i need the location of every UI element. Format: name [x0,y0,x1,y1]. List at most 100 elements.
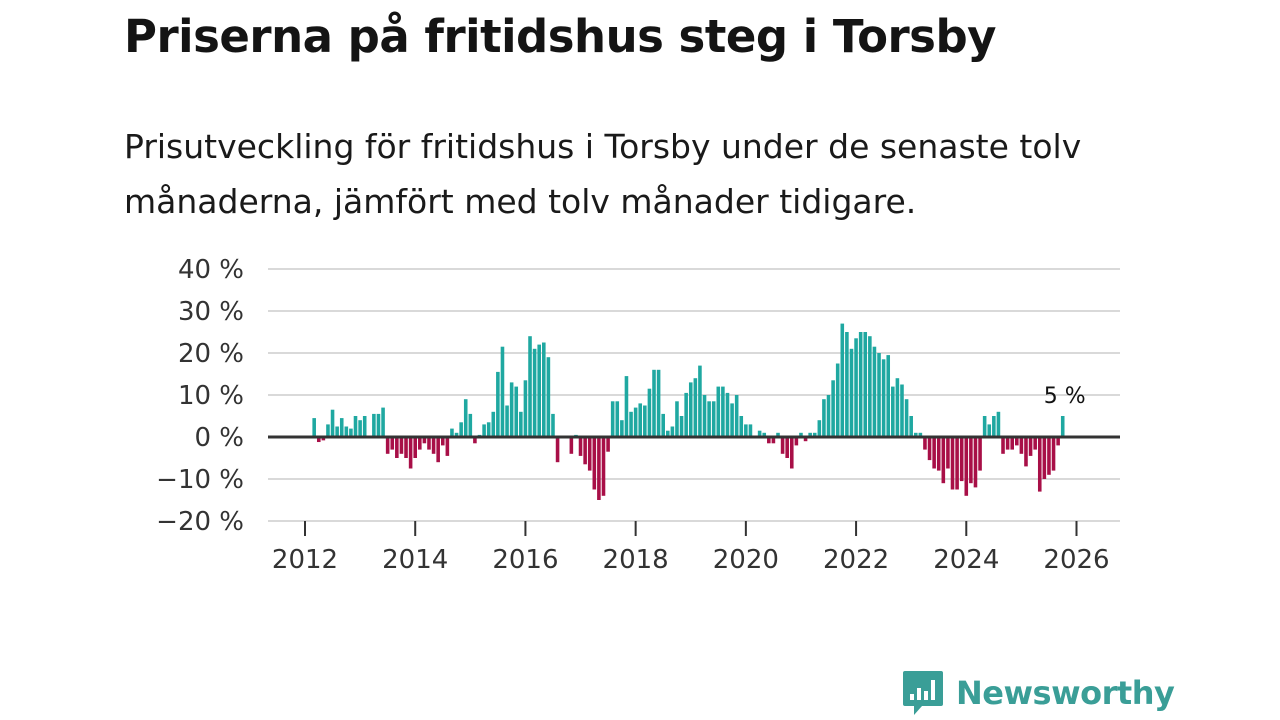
bar [1024,437,1028,467]
bar [854,338,858,437]
bar [698,365,702,437]
bar [757,430,762,437]
bar [629,411,633,437]
bar [891,386,895,437]
bar [909,416,913,437]
bar [936,437,941,471]
bar [468,413,473,437]
bar [344,426,349,437]
bar [748,424,753,437]
bar [767,437,771,444]
bar [675,401,679,437]
bar [633,407,638,437]
bar [551,413,555,437]
bar [684,392,688,437]
bar [445,437,450,456]
bars [312,323,1065,500]
y-tick-label: 30 % [178,297,244,327]
bar [606,437,610,452]
bar [326,424,330,437]
bar [973,437,978,488]
bar [647,388,652,437]
bar [744,424,748,437]
bar [316,437,321,443]
y-tick-label: 10 % [178,381,244,411]
bar [418,437,422,450]
bar [390,437,395,450]
bar [845,332,849,437]
bar [427,437,431,450]
bar [473,437,477,444]
bar [482,424,486,437]
bar [868,336,872,437]
bar [734,395,739,437]
bar [992,416,996,437]
bar [863,332,868,437]
x-tick-label: 2026 [1043,545,1109,575]
bar [950,437,955,490]
bar [509,382,514,437]
bar [335,426,339,437]
bar [927,437,932,461]
bar [959,437,964,482]
bar [353,416,358,437]
bar [459,422,463,437]
bar [808,432,812,437]
bar [358,420,362,437]
bar [858,332,863,437]
bar [376,413,381,437]
newsworthy-logo-icon [903,671,943,715]
bar [1001,437,1005,454]
bar [688,382,693,437]
y-tick-label: 0 % [194,423,244,453]
bar [969,437,973,484]
x-axis: 2012 2014 2016 2018 2020 2022 2024 2026 [268,520,1120,575]
bar [321,437,326,441]
bar [431,437,436,454]
bar [523,380,528,437]
bar [711,401,716,437]
bar [923,437,927,450]
bar [624,376,629,437]
y-tick-label: 40 % [178,255,244,285]
chart-title: Priserna på fritidshus steg i Torsby [124,10,997,63]
bar [1042,437,1047,479]
bar [849,348,854,437]
bar [362,416,367,437]
x-tick-label: 2022 [823,545,889,575]
bar [381,407,385,437]
bar [794,437,799,446]
bar [725,392,730,437]
bar [1056,437,1060,446]
x-tick-label: 2018 [603,545,669,575]
bar [537,344,541,437]
x-tick-label: 2024 [933,545,999,575]
bar [436,437,440,463]
bar [528,336,532,437]
bar [996,411,1001,437]
bar [707,401,711,437]
bar [702,395,707,437]
bar [1010,437,1014,450]
bar [1051,437,1056,471]
bar [486,422,491,437]
y-tick-label: −20 % [156,507,244,537]
bar [514,386,519,437]
bar [913,432,918,437]
newsworthy-logo[interactable]: Newsworthy [902,670,1175,716]
bar [463,399,468,437]
bar [610,401,615,437]
bar [1047,437,1051,475]
bar [615,401,620,437]
brand-name: Newsworthy [956,674,1175,712]
bar [620,420,624,437]
bar [895,378,900,437]
bar [904,399,909,437]
bar [812,432,817,437]
bar [652,369,656,437]
bar [987,424,992,437]
bar [803,437,808,442]
bar [831,380,835,437]
bar [799,432,803,437]
bar [385,437,390,454]
